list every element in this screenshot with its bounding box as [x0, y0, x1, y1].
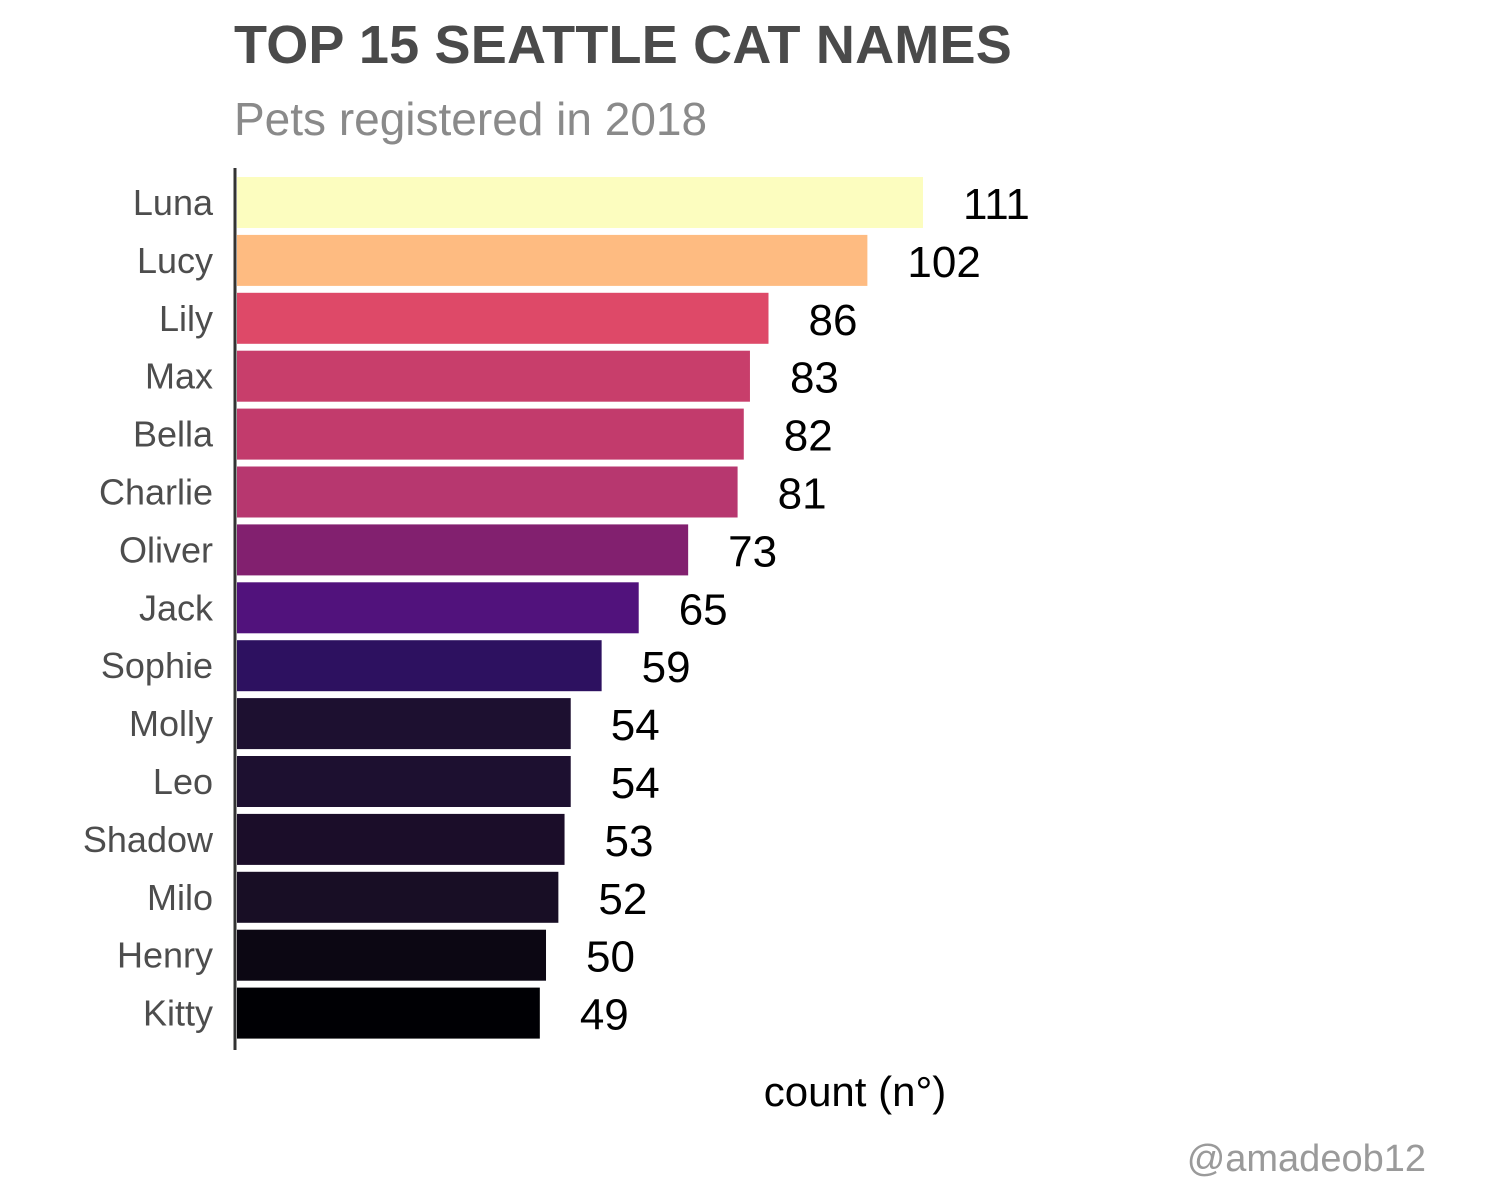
bar-charlie: [237, 466, 738, 518]
labels-layer: Luna 111 Lucy 102 Lily 86 Max 83 Bella 82 Charlie 8…: [83, 180, 1030, 1040]
tick-label-max: Max: [145, 356, 213, 397]
tick-label-jack: Jack: [139, 587, 214, 628]
tick-label-kitty: Kitty: [143, 993, 213, 1034]
tick-label-lucy: Lucy: [137, 240, 213, 281]
chart-subtitle: Pets registered in 2018: [234, 93, 708, 145]
bar-henry: [237, 929, 547, 981]
bar-oliver: [237, 524, 689, 576]
bar-lily: [237, 292, 769, 344]
x-axis-title: count (n°): [764, 1068, 947, 1115]
data-label-molly: 54: [611, 701, 660, 750]
data-label-milo: 52: [598, 875, 647, 924]
bar-jack: [237, 582, 639, 634]
chart-caption: @amadeob12: [1186, 1138, 1426, 1180]
data-label-max: 83: [790, 354, 839, 403]
data-label-leo: 54: [611, 759, 660, 808]
data-label-bella: 82: [784, 412, 833, 461]
data-label-luna: 111: [963, 180, 1030, 229]
bar-kitty: [237, 987, 540, 1039]
bar-luna: [237, 177, 923, 228]
bar-max: [237, 350, 750, 402]
chart-title: TOP 15 SEATTLE CAT NAMES: [234, 15, 1012, 75]
bars-layer: [237, 177, 923, 1039]
bar-leo: [237, 756, 571, 807]
tick-label-oliver: Oliver: [119, 529, 213, 570]
data-label-oliver: 73: [728, 527, 777, 576]
tick-label-milo: Milo: [147, 877, 213, 918]
tick-label-leo: Leo: [153, 761, 213, 802]
tick-label-shadow: Shadow: [83, 819, 214, 860]
tick-label-luna: Luna: [133, 182, 214, 223]
bar-molly: [237, 698, 571, 750]
tick-label-molly: Molly: [129, 703, 213, 744]
tick-label-lily: Lily: [159, 298, 213, 339]
tick-label-henry: Henry: [117, 935, 213, 976]
data-label-charlie: 81: [778, 470, 827, 519]
data-label-shadow: 53: [605, 817, 654, 866]
data-label-lily: 86: [808, 296, 857, 345]
tick-label-bella: Bella: [133, 414, 214, 455]
data-label-henry: 50: [586, 933, 635, 982]
bar-bella: [237, 408, 744, 460]
data-label-kitty: 49: [580, 991, 629, 1040]
bar-milo: [237, 871, 559, 923]
bar-lucy: [237, 234, 868, 286]
data-label-lucy: 102: [907, 238, 980, 287]
data-label-jack: 65: [679, 585, 728, 634]
bar-shadow: [237, 813, 565, 865]
data-label-sophie: 59: [642, 643, 691, 692]
tick-label-sophie: Sophie: [101, 645, 213, 686]
bar-sophie: [237, 640, 602, 692]
tick-label-charlie: Charlie: [99, 472, 213, 513]
